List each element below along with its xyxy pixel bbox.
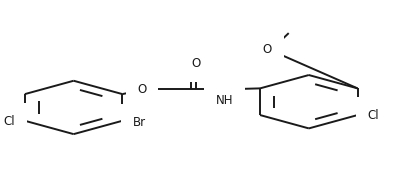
- Text: Cl: Cl: [367, 108, 378, 122]
- Text: NH: NH: [215, 94, 232, 107]
- Text: O: O: [191, 57, 200, 70]
- Text: O: O: [262, 43, 271, 56]
- Text: O: O: [137, 83, 146, 96]
- Text: Br: Br: [132, 116, 145, 129]
- Text: Cl: Cl: [3, 115, 15, 128]
